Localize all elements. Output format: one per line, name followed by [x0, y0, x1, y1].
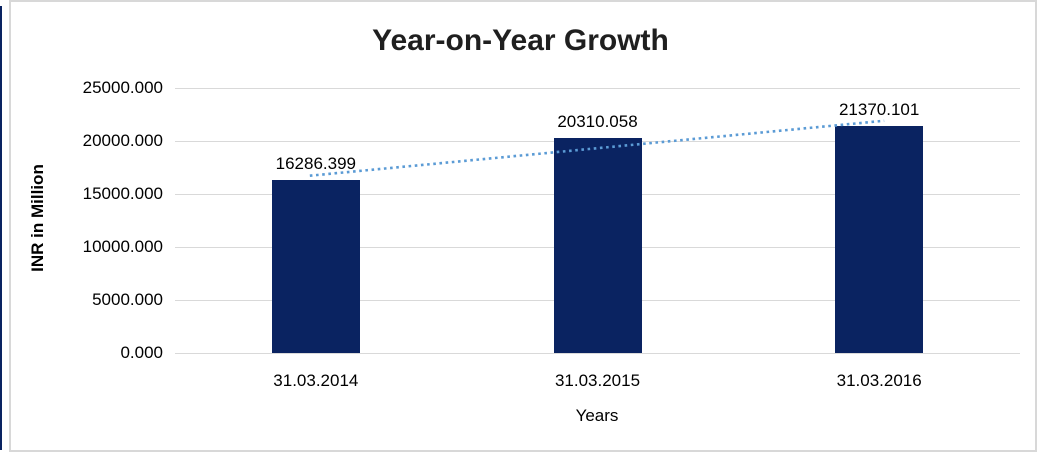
plot-area: [175, 88, 1020, 354]
bar-value-label: 20310.058: [557, 111, 638, 131]
bar-value-label: 21370.101: [838, 100, 920, 120]
y-tick-label: 25000.000: [82, 78, 163, 97]
page-left-border: [0, 6, 2, 450]
y-tick-label: 5000.000: [92, 290, 163, 309]
chart-title: Year-on-Year Growth: [372, 24, 669, 57]
x-tick-label: 31.03.2014: [273, 371, 359, 390]
y-tick-label: 0.000: [120, 343, 163, 362]
bar: [271, 180, 360, 353]
bar: [835, 126, 924, 353]
bar: [553, 137, 642, 353]
x-axis-title: Years: [575, 406, 619, 425]
y-tick-label: 20000.000: [82, 131, 163, 150]
bar-value-label: 16286.399: [275, 154, 357, 174]
y-tick-label: 10000.000: [82, 237, 163, 256]
x-tick-label: 31.03.2016: [836, 371, 922, 390]
gridline: [175, 88, 1020, 89]
y-tick-label: 15000.000: [82, 184, 163, 203]
x-tick-label: 31.03.2015: [554, 371, 641, 390]
gridline: [175, 353, 1020, 354]
